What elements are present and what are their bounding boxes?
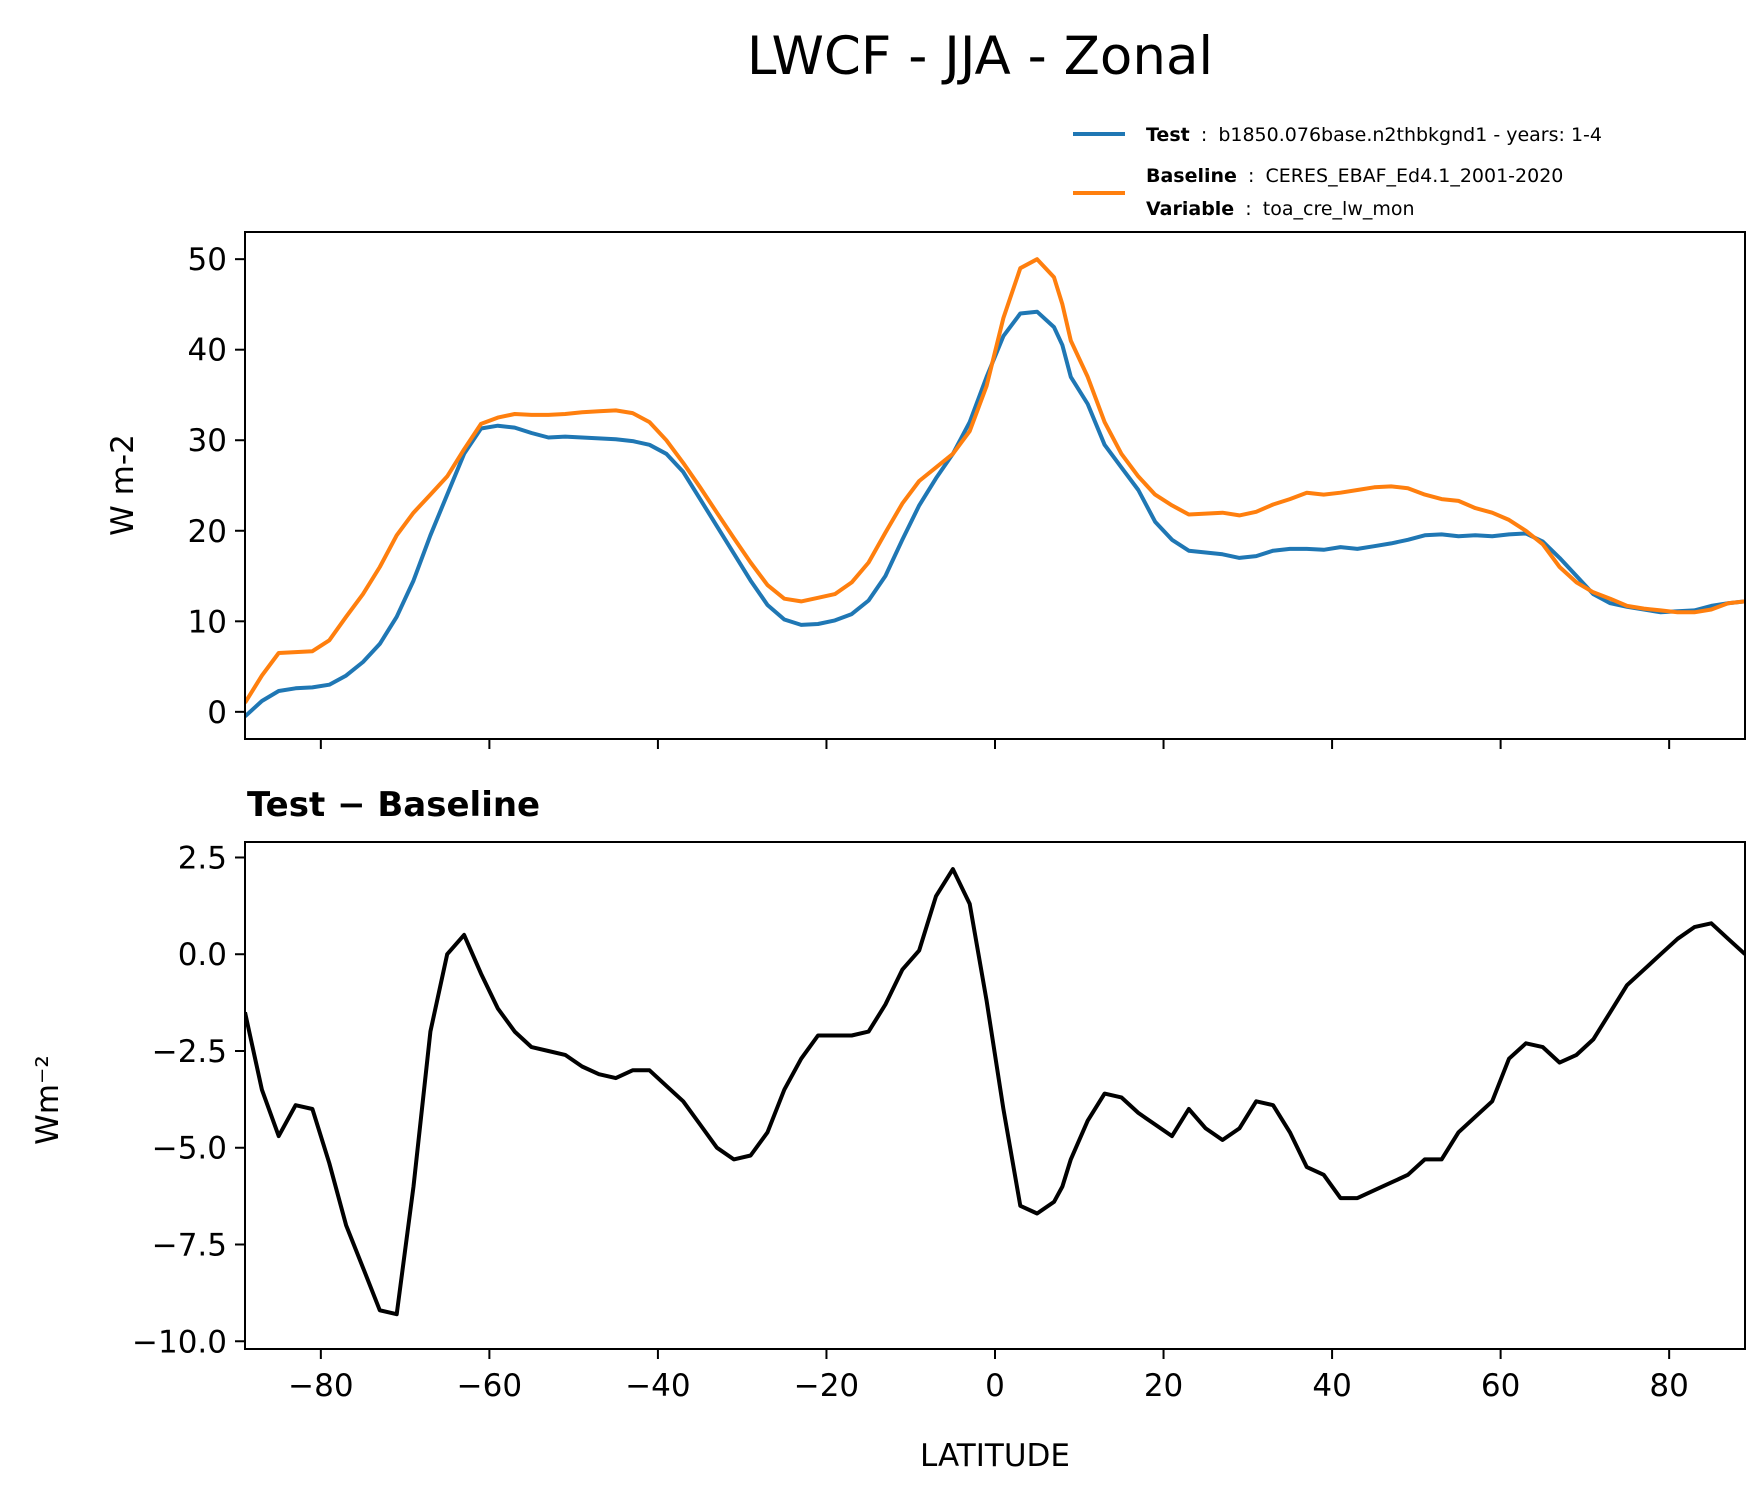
bottom-panel: Test − Baseline 2.50.0−2.5−5.0−7.5−10.0 … — [30, 785, 1746, 1474]
top-series-line-baseline — [245, 257, 1745, 704]
bottom-y-ticks: 2.5 0.0 −2.5 −5.0 −7.5 −10.0 — [132, 840, 245, 1360]
x-tick-label: −20 — [794, 1368, 859, 1404]
top-y-tick-label: 20 — [188, 514, 227, 550]
top-y-tick-label: 10 — [188, 604, 227, 640]
legend-baseline-value: CERES_EBAF_Ed4.1_2001-2020 — [1266, 165, 1564, 187]
legend-baseline-entry: Baseline : CERES_EBAF_Ed4.1_2001-2020 — [1146, 165, 1563, 187]
top-series-line-test — [245, 309, 1745, 718]
x-tick-label: −40 — [625, 1368, 690, 1404]
legend: Test : b1850.076base.n2thbkgnd1 - years:… — [1073, 124, 1602, 220]
x-tick-label: 40 — [1312, 1368, 1351, 1404]
x-tick-label: 20 — [1144, 1368, 1183, 1404]
top-y-ticks: 0 10 20 30 40 50 — [188, 242, 245, 731]
top-x-ticks — [319, 739, 1671, 749]
figure-title: LWCF - JJA - Zonal — [747, 26, 1213, 87]
x-tick-label: 0 — [985, 1368, 1005, 1404]
bottom-y-tick-label: 2.5 — [178, 840, 227, 876]
bottom-series-line-diff — [245, 867, 1745, 1317]
top-y-tick-label: 40 — [188, 333, 227, 369]
legend-test-separator: : — [1201, 124, 1207, 146]
bottom-y-tick-label: −5.0 — [152, 1131, 227, 1167]
bottom-x-ticks: −80 −60 −40 −20 0 20 40 60 80 — [288, 1349, 1689, 1404]
bottom-panel-title: Test − Baseline — [247, 785, 540, 825]
bottom-y-tick-label: −7.5 — [152, 1228, 227, 1264]
bottom-y-axis-label: Wm⁻² — [30, 1055, 66, 1145]
top-panel: 0 10 20 30 40 50 W m-2 — [105, 231, 1746, 749]
top-series-group — [245, 257, 1745, 718]
legend-baseline-separator: : — [1248, 165, 1254, 187]
legend-test-entry: Test : b1850.076base.n2thbkgnd1 - years:… — [1146, 124, 1602, 146]
legend-baseline-label: Baseline — [1146, 165, 1237, 187]
legend-test-value: b1850.076base.n2thbkgnd1 - years: 1-4 — [1218, 124, 1602, 146]
x-tick-label: −80 — [288, 1368, 353, 1404]
x-tick-label: 60 — [1481, 1368, 1520, 1404]
x-tick-label: 80 — [1649, 1368, 1688, 1404]
x-tick-label: −60 — [457, 1368, 522, 1404]
top-y-tick-label: 50 — [188, 242, 227, 278]
bottom-y-tick-label: −10.0 — [132, 1324, 227, 1360]
bottom-y-tick-label: 0.0 — [178, 937, 227, 973]
bottom-y-tick-label: −2.5 — [152, 1034, 227, 1070]
legend-variable-value: toa_cre_lw_mon — [1263, 198, 1415, 220]
bottom-series-group — [245, 867, 1745, 1317]
legend-test-label: Test — [1146, 124, 1190, 146]
top-y-axis-label: W m-2 — [105, 434, 141, 536]
top-y-tick-label: 30 — [188, 423, 227, 459]
legend-variable-separator: : — [1245, 198, 1251, 220]
legend-variable-label: Variable — [1146, 198, 1234, 220]
top-y-tick-label: 0 — [207, 695, 227, 731]
legend-variable-entry: Variable : toa_cre_lw_mon — [1146, 198, 1415, 220]
x-axis-label: LATITUDE — [920, 1438, 1070, 1474]
